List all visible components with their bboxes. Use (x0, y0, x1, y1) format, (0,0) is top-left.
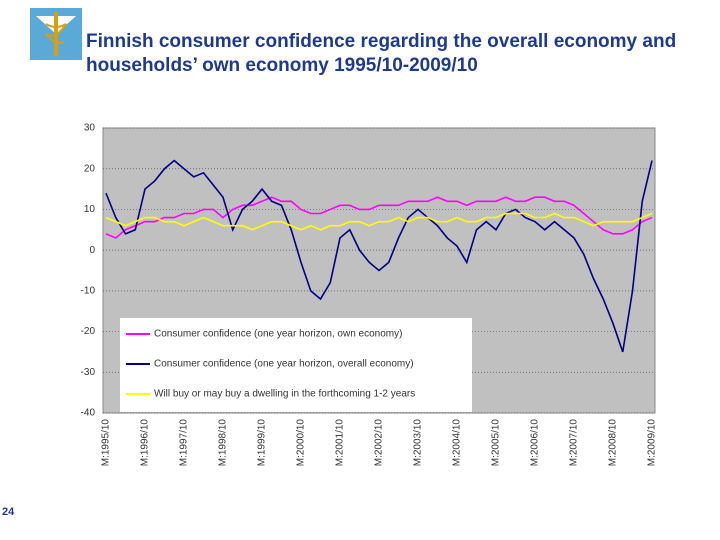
legend-box (120, 318, 472, 412)
y-tick-label: -10 (81, 285, 96, 296)
x-tick-label: M:1997/10 (179, 419, 190, 467)
x-tick-label: M:2006/10 (530, 419, 541, 467)
series-line (105, 196, 653, 239)
x-tick-label: M:1995/10 (101, 419, 112, 467)
x-tick-label: M:2004/10 (452, 419, 463, 467)
legend-label: Will buy or may buy a dwelling in the fo… (154, 389, 415, 400)
x-tick-label: M:2009/10 (647, 419, 658, 467)
logo (30, 8, 82, 60)
x-tick-label: M:2001/10 (335, 419, 346, 467)
x-tick-label: M:2002/10 (374, 419, 385, 467)
x-tick-label: M:1999/10 (257, 419, 268, 467)
x-tick-label: M:1996/10 (140, 419, 151, 467)
x-tick-label: M:2005/10 (491, 419, 502, 467)
series-line (105, 212, 653, 231)
y-tick-label: -40 (81, 408, 96, 419)
x-tick-label: M:2003/10 (413, 419, 424, 467)
y-tick-label: 0 (89, 245, 95, 256)
y-tick-label: 20 (84, 163, 96, 174)
y-tick-label: -20 (81, 326, 96, 337)
y-tick-label: 10 (84, 204, 96, 215)
y-tick-label: 30 (84, 123, 96, 134)
x-tick-label: M:2000/10 (296, 419, 307, 467)
page-number: 24 (2, 506, 15, 518)
x-tick-label: M:1998/10 (218, 419, 229, 467)
series-line (105, 159, 653, 353)
x-tick-label: M:2008/10 (608, 419, 619, 467)
x-tick-label: M:2007/10 (569, 419, 580, 467)
y-tick-label: -30 (81, 367, 96, 378)
legend: Consumer confidence (one year horizon, o… (120, 318, 472, 412)
slide-title: Finnish consumer confidence regarding th… (86, 31, 677, 76)
legend-label: Consumer confidence (one year horizon, o… (154, 359, 414, 370)
legend-label: Consumer confidence (one year horizon, o… (154, 329, 402, 340)
